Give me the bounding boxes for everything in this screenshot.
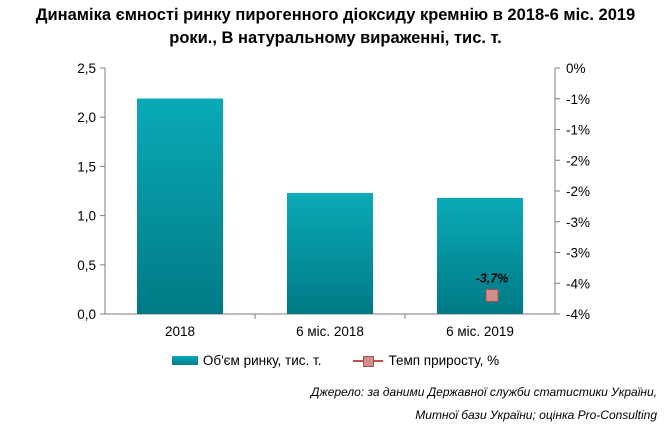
legend-label-volume: Об'єм ринку, тис. т. <box>202 353 322 368</box>
x-tick-label: 6 міс. 2018 <box>296 324 364 339</box>
y-right-tick-label: -2% <box>566 184 590 199</box>
source-line-2: Митної бази України; оцінка Pro-Consulti… <box>415 408 657 422</box>
x-tick-label: 6 міс. 2019 <box>446 324 514 339</box>
legend: Об'єм ринку, тис. т. Темп приросту, % <box>0 353 671 368</box>
y-right-tick-label: -2% <box>566 153 590 168</box>
bar <box>287 192 373 314</box>
legend-item-volume: Об'єм ринку, тис. т. <box>171 353 322 368</box>
bar <box>437 197 523 314</box>
y-left-tick-label: 1,5 <box>77 159 96 174</box>
legend-bar-swatch <box>171 356 198 365</box>
growth-point-label: -3,7% <box>476 272 509 286</box>
y-left-tick-label: 0,5 <box>77 258 96 273</box>
growth-point <box>485 289 499 303</box>
chart-title-line-1: Динаміка ємності ринку пирогенного діокс… <box>35 6 636 24</box>
bar <box>137 98 223 314</box>
y-right-tick-label: -3% <box>566 246 590 261</box>
y-left-tick-label: 1,0 <box>77 209 96 224</box>
legend-label-growth: Темп приросту, % <box>388 353 500 368</box>
y-left-tick-label: 0,0 <box>77 307 96 322</box>
chart-title-line-2: роки., В натуральному вираженні, тис. т. <box>169 29 502 47</box>
chart: 0,0 0,5 1,0 1,5 2,0 2,5 0% -1% -1% -2% -2% -3% -3% -4… <box>77 61 590 339</box>
y-right-tick-label: -4% <box>566 307 590 322</box>
y-right-tick-label: -4% <box>566 276 590 291</box>
y-right-tick-label: -3% <box>566 215 590 230</box>
legend-item-growth: Темп приросту, % <box>353 353 499 368</box>
y-left-tick-label: 2,0 <box>77 110 96 125</box>
source-line-1: Джерело: за даними Державної служби стат… <box>311 385 657 399</box>
y-right-tick-label: 0% <box>566 61 586 76</box>
y-right-tick-label: -1% <box>566 123 590 138</box>
chart-title: Динаміка ємності ринку пирогенного діокс… <box>0 4 671 50</box>
y-left-tick-label: 2,5 <box>77 61 96 76</box>
x-tick-label: 2018 <box>165 324 195 339</box>
legend-line-swatch <box>353 355 384 367</box>
y-right-tick-label: -1% <box>566 92 590 107</box>
